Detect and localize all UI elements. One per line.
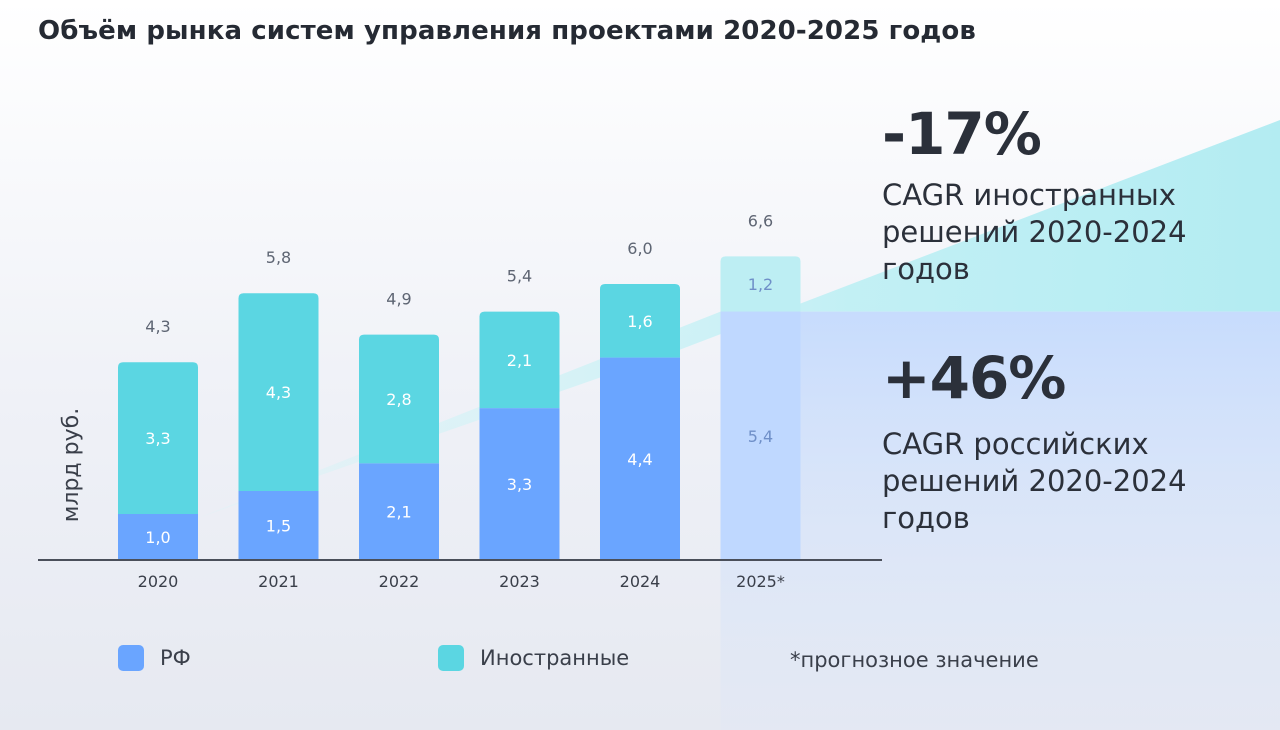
legend-item-rf: РФ — [118, 645, 191, 671]
bar-foreign-2021 — [238, 293, 319, 491]
forecast-footnote: *прогнозное значение — [790, 648, 1039, 672]
foreign-cagr-desc-line: CAGR иностранных — [882, 178, 1176, 212]
russian-cagr-desc-line: CAGR российских — [882, 427, 1149, 461]
bar-rf-2023 — [479, 408, 560, 560]
bar-label-foreign: 2,1 — [507, 351, 532, 370]
bar-label-rf: 1,0 — [145, 528, 170, 547]
bar-total-label: 5,8 — [266, 248, 291, 267]
bar-total-label: 6,0 — [627, 239, 652, 258]
bar-rf-2025* — [720, 311, 801, 560]
legend-swatch-rf — [118, 645, 144, 671]
legend-label-foreign: Иностранные — [480, 646, 630, 670]
foreign-cagr-description: CAGR иностранных решений 2020-2024 годов — [882, 177, 1242, 288]
bar-label-rf: 4,4 — [627, 450, 652, 469]
bar-label-foreign: 1,6 — [627, 312, 652, 331]
legend-label-rf: РФ — [160, 646, 191, 670]
bar-label-foreign: 1,2 — [748, 275, 773, 294]
bars-group: 3,3 1,0 4,3 2020 4,3 1,5 5,8 2021 2,8 2,1 4,9 2022 2… — [118, 211, 801, 591]
y-axis-label: млрд руб. — [59, 408, 84, 522]
bar-label-foreign: 4,3 — [266, 383, 291, 402]
bar-total-label: 5,4 — [507, 267, 532, 286]
bar-rf-2020 — [118, 514, 198, 560]
bar-foreign-2022 — [359, 334, 439, 464]
bar-label-foreign: 3,3 — [145, 429, 170, 448]
legend-item-foreign: Иностранные — [438, 645, 629, 671]
bar-rf-2024 — [600, 357, 680, 560]
russian-cagr-desc-line: решений 2020-2024 — [882, 464, 1187, 498]
x-tick-label: 2023 — [499, 572, 540, 591]
bar-total-label: 4,3 — [145, 317, 170, 336]
chart-title: Объём рынка систем управления проектами … — [38, 16, 976, 46]
russian-cagr-description: CAGR российских решений 2020-2024 годов — [882, 426, 1242, 537]
x-tick-label: 2022 — [379, 572, 420, 591]
russian-cagr-desc-line: годов — [882, 501, 970, 535]
foreign-cagr-desc-line: годов — [882, 252, 970, 286]
background-blue-band — [720, 311, 1280, 730]
bar-label-rf: 2,1 — [386, 503, 411, 522]
x-tick-label: 2025* — [736, 572, 785, 591]
x-tick-label: 2020 — [138, 572, 179, 591]
x-tick-label: 2024 — [620, 572, 661, 591]
foreign-cagr-desc-line: решений 2020-2024 — [882, 215, 1187, 249]
bar-rf-2021 — [238, 491, 319, 560]
bar-foreign-2024 — [600, 284, 680, 358]
bar-foreign-2023 — [479, 311, 560, 409]
bar-rf-2022 — [359, 463, 439, 560]
bar-label-rf: 5,4 — [748, 427, 773, 446]
bar-foreign-2025* — [720, 256, 801, 312]
russian-cagr-value: +46% — [882, 344, 1066, 412]
legend-swatch-foreign — [438, 645, 464, 671]
bar-total-label: 4,9 — [386, 290, 411, 309]
x-tick-label: 2021 — [258, 572, 299, 591]
bar-foreign-2020 — [118, 362, 198, 514]
bar-label-foreign: 2,8 — [386, 390, 411, 409]
foreign-cagr-value: -17% — [882, 100, 1042, 168]
bar-label-rf: 3,3 — [507, 475, 532, 494]
bar-total-label: 6,6 — [748, 211, 773, 230]
bar-label-rf: 1,5 — [266, 517, 291, 536]
